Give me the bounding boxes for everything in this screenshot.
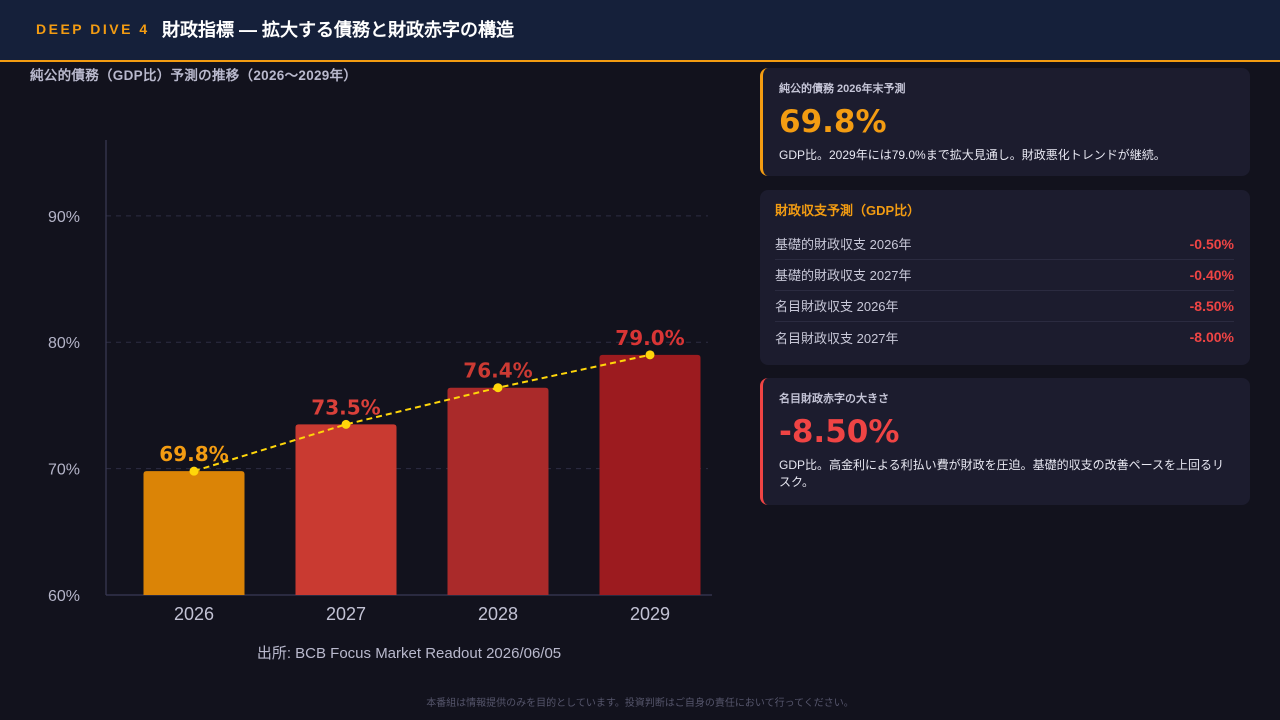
bar-2026 xyxy=(143,471,245,595)
balance-row: 基礎的財政収支 2027年 -0.40% xyxy=(775,260,1234,291)
trend-point-2029 xyxy=(645,350,655,360)
disclaimer: 本番組は情報提供のみを目的としています。投資判断はご自身の責任において行ってくだ… xyxy=(426,698,854,709)
data-label-2027: 73.5% xyxy=(311,395,380,419)
balance-row-value: -0.40% xyxy=(1189,266,1234,283)
fiscal-balance-card: 財政収支予測（GDP比） 基礎的財政収支 2026年 -0.50% 基礎的財政収… xyxy=(760,190,1250,365)
balance-row-value: -8.50% xyxy=(1189,297,1234,314)
data-label-2029: 79.0% xyxy=(615,326,684,350)
card-note: GDP比。2029年には79.0%まで拡大見通し。財政悪化トレンドが継続。 xyxy=(779,148,1166,162)
balance-row-label: 基礎的財政収支 2027年 xyxy=(775,268,912,283)
trend-point-2026 xyxy=(189,466,199,476)
balance-list: 基礎的財政収支 2026年 -0.50% 基礎的財政収支 2027年 -0.40… xyxy=(775,229,1234,353)
trend-line xyxy=(193,353,651,473)
chart-title: 純公的債務（GDP比）予測の推移（2026〜2029年） xyxy=(30,68,358,83)
y-tick-label: 90% xyxy=(48,209,80,226)
balance-row-label: 名目財政収支 2027年 xyxy=(775,330,899,346)
y-tick-label: 70% xyxy=(48,462,80,479)
y-tick-label: 80% xyxy=(48,335,80,352)
data-label-2028: 76.4% xyxy=(463,359,532,383)
data-label-2026: 69.8% xyxy=(159,442,228,466)
card-value: -8.50% xyxy=(779,414,900,450)
x-tick-label-2027: 2027 xyxy=(326,604,366,624)
balance-row: 基礎的財政収支 2026年 -0.50% xyxy=(775,229,1234,260)
trend-point-2027 xyxy=(341,419,351,429)
card-note: GDP比。高金利による利払い費が財政を圧迫。基礎的収支の改善ペースを上回るリスク… xyxy=(779,458,1225,489)
card-label: 名目財政赤字の大きさ xyxy=(779,393,889,405)
bar-2027 xyxy=(295,424,397,595)
balance-row-value: -8.00% xyxy=(1189,329,1234,345)
debt-forecast-card: 純公的債務 2026年末予測 69.8% GDP比。2029年には79.0%まで… xyxy=(760,68,1250,176)
card-label: 純公的債務 2026年末予測 xyxy=(779,83,906,95)
x-tick-label-2026: 2026 xyxy=(174,604,214,624)
balance-row: 名目財政収支 2027年 -8.00% xyxy=(775,322,1234,353)
y-tick-label: 60% xyxy=(48,588,80,605)
trend-point-2028 xyxy=(493,383,503,393)
balance-row-value: -0.50% xyxy=(1189,235,1234,252)
page-title: 財政指標 — 拡大する債務と財政赤字の構造 xyxy=(162,20,515,40)
bar-2029 xyxy=(599,354,701,595)
x-tick-label-2028: 2028 xyxy=(478,604,518,624)
card-title: 財政収支予測（GDP比） xyxy=(775,203,921,218)
header-bar: DEEP DIVE 4 財政指標 — 拡大する債務と財政赤字の構造 xyxy=(0,0,1280,62)
balance-row-label: 名目財政収支 2026年 xyxy=(775,299,899,314)
balance-row: 名目財政収支 2026年 -8.50% xyxy=(775,291,1234,322)
chart-source: 出所: BCB Focus Market Readout 2026/06/05 xyxy=(256,645,562,662)
nominal-deficit-card: 名目財政赤字の大きさ -8.50% GDP比。高金利による利払い費が財政を圧迫。… xyxy=(760,378,1250,505)
bar-2028 xyxy=(447,387,549,595)
section-tag: DEEP DIVE 4 xyxy=(36,21,150,37)
debt-forecast-chart: 60% 70% 80% 90% 69.8% 2026 73.5% 2027 76.4% 2028 7… xyxy=(48,140,712,624)
balance-row-label: 基礎的財政収支 2026年 xyxy=(775,237,912,252)
x-tick-label-2029: 2029 xyxy=(630,604,670,624)
card-value: 69.8% xyxy=(779,104,887,140)
